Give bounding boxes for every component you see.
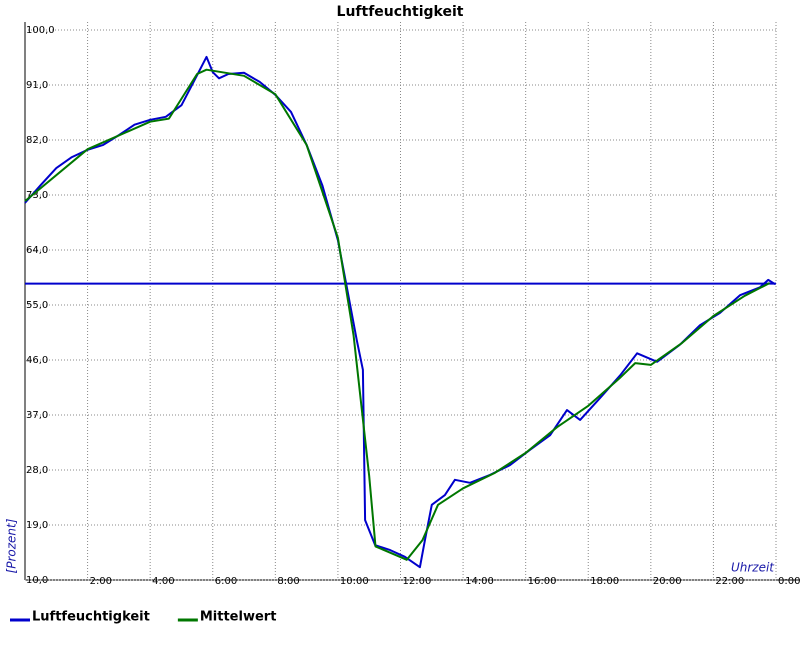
legend-label: Mittelwert bbox=[200, 610, 277, 625]
x-tick-label: 0:00 bbox=[778, 576, 800, 587]
data-line bbox=[24, 68, 771, 561]
data-line bbox=[24, 55, 776, 569]
y-tick-label: 19,0 bbox=[26, 520, 48, 531]
x-axis-label: Uhrzeit bbox=[731, 561, 775, 575]
y-axis-label: [Prozent] bbox=[5, 518, 19, 573]
y-tick-label: 73,0 bbox=[26, 190, 48, 201]
y-tick-label: 64,0 bbox=[26, 245, 48, 256]
y-tick-label: 28,0 bbox=[26, 465, 48, 476]
x-tick-label: 12:00 bbox=[403, 576, 432, 587]
chart-title: Luftfeuchtigkeit bbox=[337, 4, 464, 20]
x-tick-label: 16:00 bbox=[528, 576, 557, 587]
x-tick-label: 20:00 bbox=[653, 576, 682, 587]
y-tick-label: 37,0 bbox=[26, 410, 48, 421]
y-tick-label: 10,0 bbox=[26, 575, 48, 586]
y-tick-label: 55,0 bbox=[26, 300, 48, 311]
legend-label: Luftfeuchtigkeit bbox=[32, 610, 150, 625]
y-tick-label: 100,0 bbox=[26, 25, 55, 36]
x-tick-label: 4:00 bbox=[152, 576, 174, 587]
y-tick-label: 46,0 bbox=[26, 355, 48, 366]
x-tick-label: 10:00 bbox=[340, 576, 369, 587]
x-tick-label: 18:00 bbox=[590, 576, 619, 587]
y-tick-label: 82,0 bbox=[26, 135, 48, 146]
x-tick-label: 6:00 bbox=[215, 576, 237, 587]
x-tick-label: 8:00 bbox=[277, 576, 299, 587]
y-tick-label: 91,0 bbox=[26, 80, 48, 91]
x-tick-label: 22:00 bbox=[715, 576, 744, 587]
x-tick-label: 14:00 bbox=[465, 576, 494, 587]
x-tick-label: 2:00 bbox=[90, 576, 112, 587]
